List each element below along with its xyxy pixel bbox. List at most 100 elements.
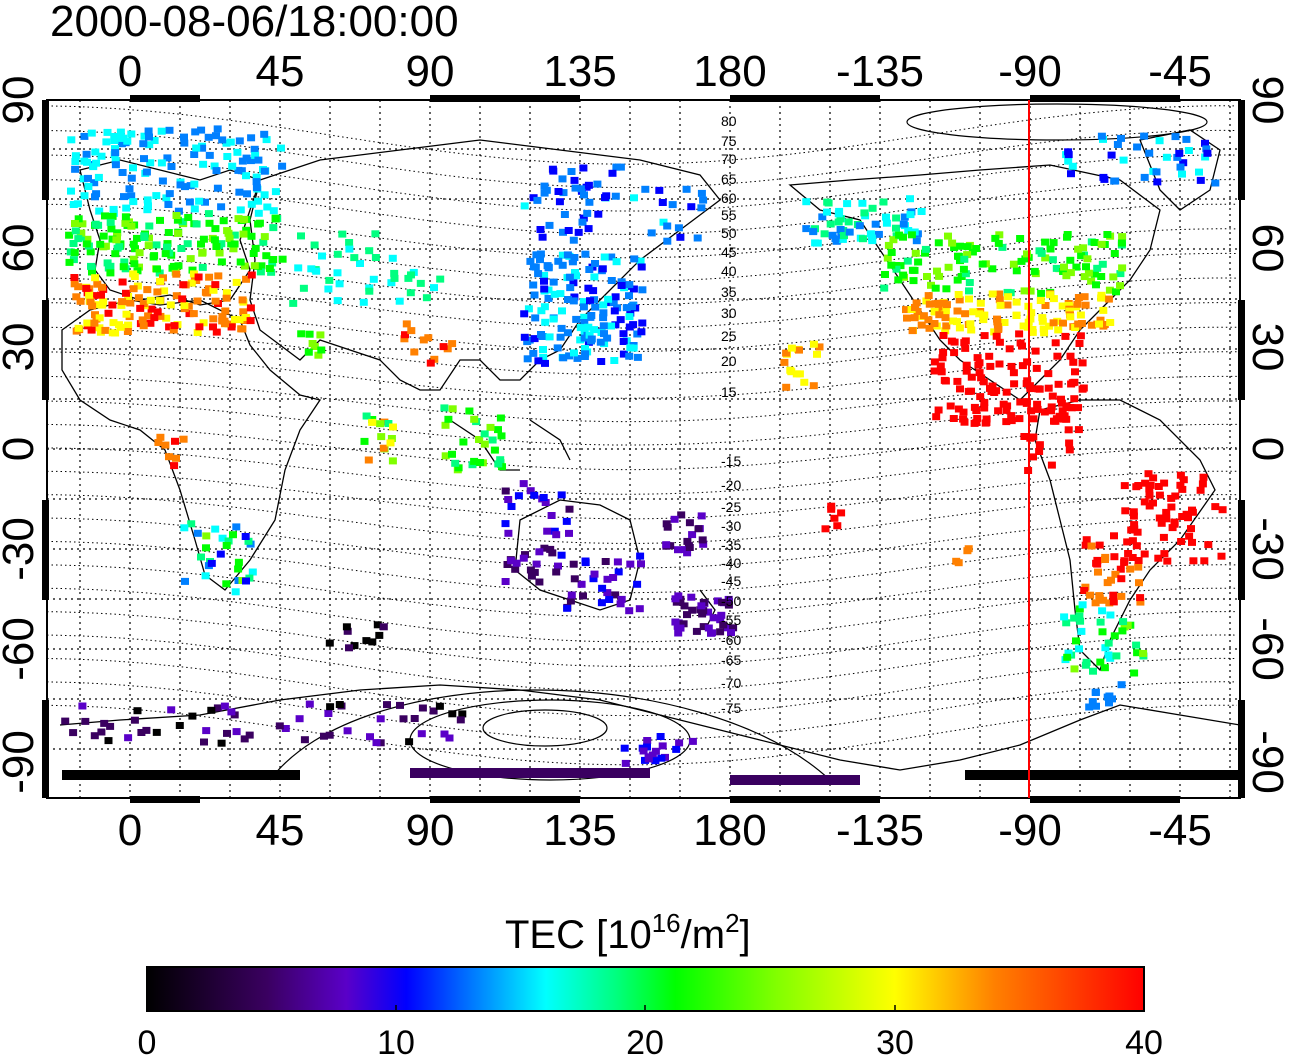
contour-label: 70: [721, 151, 737, 167]
tec-cell: [107, 225, 116, 233]
tec-cell: [294, 264, 303, 272]
tec-cell: [1199, 473, 1208, 481]
tec-cell: [603, 334, 612, 342]
tec-cell: [554, 562, 562, 570]
tec-cell: [82, 150, 91, 158]
tec-cell: [628, 303, 636, 311]
lon-label-bottom: 45: [256, 806, 305, 855]
tec-cell: [1052, 264, 1061, 272]
tec-cell: [275, 722, 284, 730]
tec-cell: [616, 600, 625, 608]
tec-cell: [74, 215, 83, 223]
tec-cell: [617, 282, 626, 289]
tec-cell: [199, 235, 208, 243]
tec-cell: [662, 541, 671, 549]
tec-cell: [1068, 162, 1077, 170]
tec-cell: [925, 300, 934, 308]
tec-cell: [584, 323, 593, 331]
tec-cell: [243, 190, 251, 198]
colorbar-ticks: [395, 1005, 896, 1011]
tec-cell: [611, 321, 620, 329]
tec-cell: [559, 189, 568, 197]
tec-cell: [165, 126, 174, 134]
tec-cell: [115, 243, 124, 251]
tec-cell: [977, 374, 986, 382]
tec-cell: [228, 162, 237, 170]
tec-cell: [426, 359, 435, 367]
tec-cell: [988, 265, 997, 273]
tec-cell: [658, 742, 667, 750]
tec-cell: [97, 728, 106, 736]
tec-cell: [596, 338, 605, 346]
tec-cell: [990, 389, 999, 396]
tec-cell: [399, 715, 408, 723]
tec-cell: [70, 274, 79, 281]
tec-cell: [860, 209, 869, 217]
tec-cell: [74, 324, 83, 332]
tec-cell: [91, 193, 99, 201]
tec-cell: [245, 731, 254, 739]
tec-cell: [961, 344, 970, 352]
tec-cell: [444, 415, 453, 423]
tec-cell: [164, 229, 173, 236]
lon-label-bottom: 180: [693, 806, 766, 855]
contour-label: 65: [721, 171, 737, 187]
tec-cell: [193, 529, 202, 537]
tec-cell: [1118, 233, 1127, 241]
tec-cell: [365, 287, 374, 295]
colorbar-tick-label: 20: [626, 1024, 664, 1057]
tec-cell: [564, 296, 572, 303]
tec-cell: [1098, 628, 1107, 636]
tec-cell: [557, 491, 566, 499]
tec-cell: [213, 125, 222, 133]
tec-cell: [1171, 492, 1180, 500]
tec-cell: [1072, 263, 1081, 271]
contour-label: -40: [721, 555, 741, 571]
tec-cell: [396, 701, 404, 709]
tec-cell-strip: [62, 770, 300, 780]
tec-cell: [299, 284, 308, 292]
tec-cell: [133, 282, 142, 290]
tec-cell: [1068, 379, 1077, 387]
tec-cell: [530, 491, 539, 499]
tec-cell: [140, 234, 149, 241]
tec-cell: [787, 344, 796, 352]
tec-cell: [173, 216, 182, 224]
frame-tick-bars: [42, 95, 1245, 803]
tec-cell: [227, 708, 236, 716]
tec-cell: [146, 159, 155, 167]
tec-cell: [840, 232, 848, 240]
tec-cell: [263, 203, 272, 211]
tec-cell: [343, 627, 352, 635]
tec-cell: [585, 331, 594, 339]
mlat-contour-line: [47, 517, 1238, 569]
tec-cell: [693, 234, 702, 242]
tec-cell: [956, 385, 964, 393]
tec-cell: [581, 350, 590, 358]
tec-cell: [144, 202, 152, 210]
tec-cell: [656, 733, 665, 740]
tec-cell: [697, 602, 706, 610]
tec-cell: [919, 312, 928, 320]
tec-cell: [570, 575, 579, 583]
tec-cell: [892, 265, 901, 273]
tec-cell: [1049, 295, 1058, 303]
tec-cell: [1195, 168, 1203, 176]
tec-cell: [389, 423, 397, 431]
tec-cell: [589, 287, 598, 295]
tec-cell: [1136, 598, 1145, 606]
tec-cell: [1117, 592, 1126, 600]
tec-cell: [1070, 665, 1079, 673]
tec-cell: [249, 250, 258, 257]
tec-cell: [1106, 319, 1115, 326]
tec-cell: [96, 240, 105, 248]
tec-cell: [91, 148, 100, 156]
tec-cell: [682, 185, 691, 193]
tec-cell: [1070, 395, 1079, 403]
tec-cell: [117, 301, 126, 309]
tec-cell: [231, 588, 240, 596]
tec-cell: [892, 224, 900, 232]
contour-label: -75: [721, 700, 741, 716]
lon-label-top: 180: [693, 47, 766, 96]
